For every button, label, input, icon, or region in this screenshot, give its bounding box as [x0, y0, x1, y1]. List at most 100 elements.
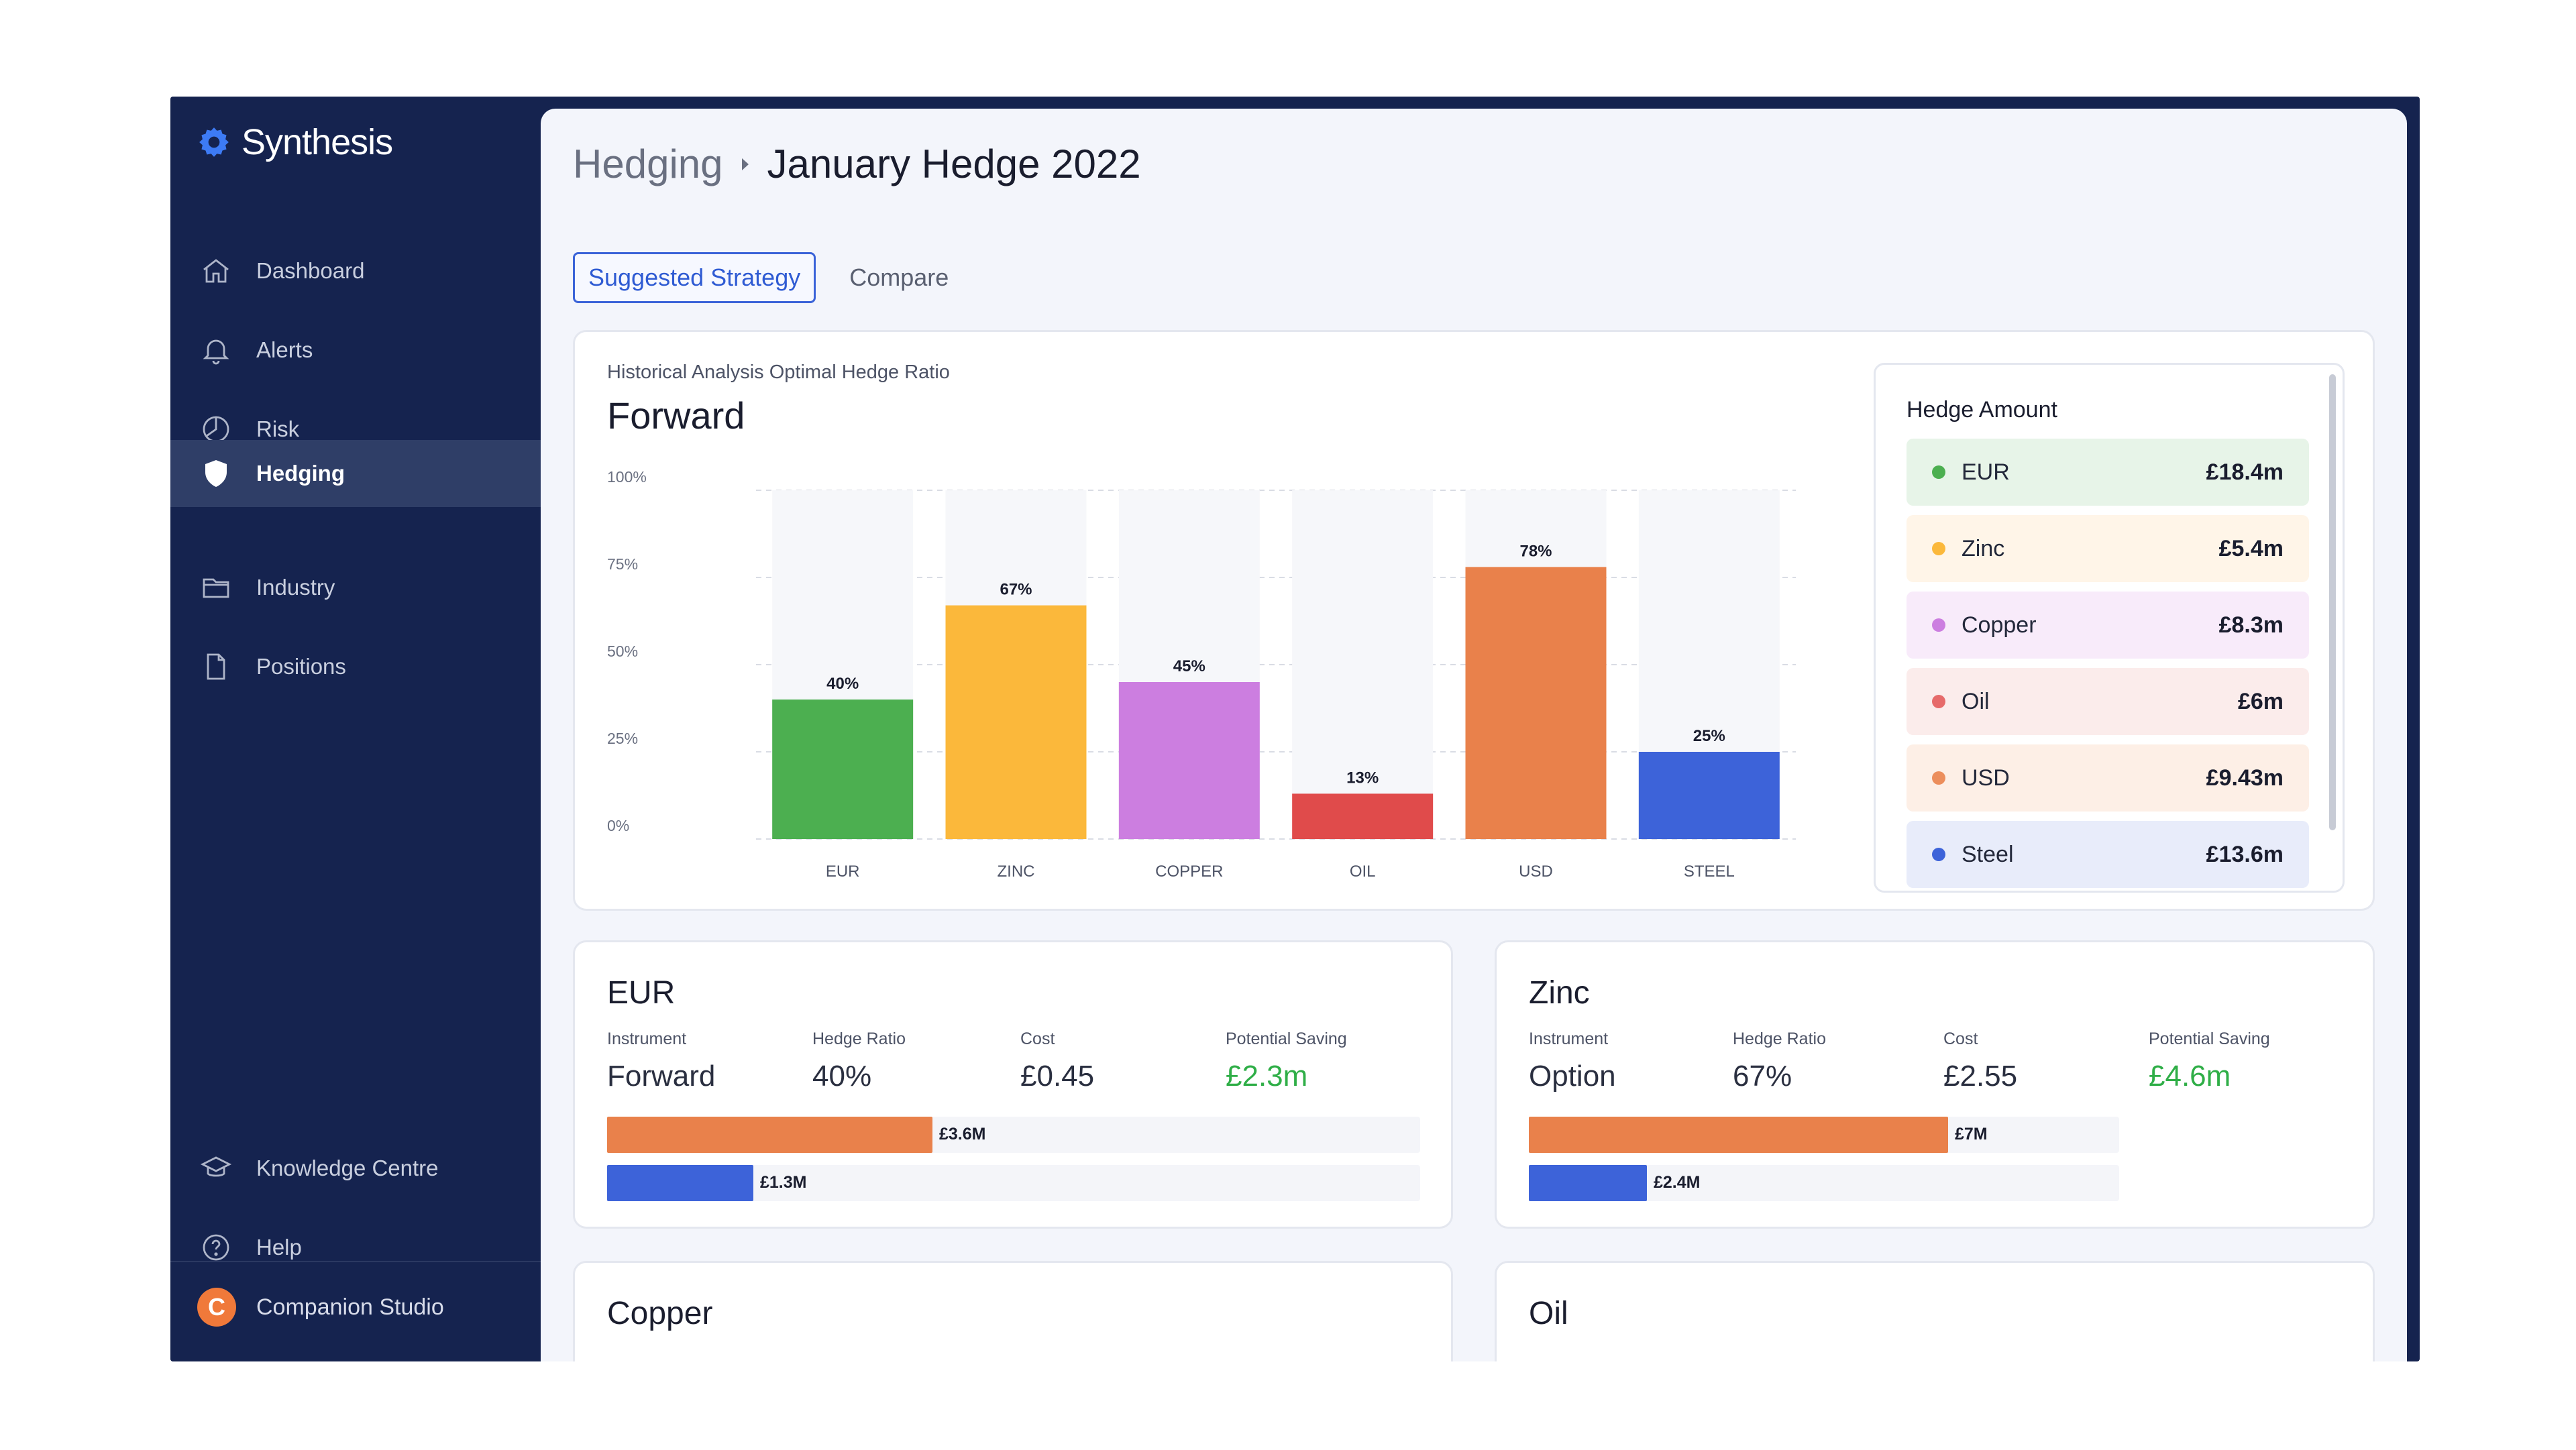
bar-value-label: 13% [1346, 769, 1379, 787]
hedge-row-label: Zinc [1962, 536, 2219, 562]
y-tick-label: 75% [607, 555, 638, 573]
main-panel: Hedging January Hedge 2022 Suggested Str… [541, 109, 2407, 1361]
x-tick-label: OIL [1350, 862, 1376, 881]
bar-usd [1466, 567, 1607, 839]
breadcrumb-parent[interactable]: Hedging [573, 141, 723, 187]
hedge-ratio-value: 40% [812, 1060, 906, 1093]
blue-amount-bar [1529, 1165, 1647, 1201]
hedge-row-zinc[interactable]: Zinc £5.4m [1907, 515, 2309, 582]
legend-dot [1932, 542, 1945, 555]
cost-field: Cost £2.55 [1943, 1029, 2017, 1093]
sidebar-item-positions[interactable]: Positions [170, 633, 541, 700]
y-tick-label: 50% [607, 643, 638, 660]
sidebar-item-dashboard[interactable]: Dashboard [170, 237, 541, 304]
cost-field: Cost £0.45 [1020, 1029, 1094, 1093]
bar-value-label: 45% [1173, 657, 1205, 675]
instrument-field: Instrument Option [1529, 1029, 1616, 1093]
bar-value-label: 67% [1000, 581, 1032, 599]
sidebar-item-label: Industry [256, 575, 335, 600]
detail-title: Copper [607, 1295, 712, 1332]
sidebar: Synthesis Dashboard Alerts Risk Hedging … [170, 97, 541, 1361]
sidebar-item-hedging[interactable]: Hedging [170, 440, 541, 507]
document-icon [200, 651, 232, 683]
legend-dot [1932, 771, 1945, 785]
hedge-ratio-field: Hedge Ratio 67% [1733, 1029, 1826, 1093]
x-tick-label: STEEL [1684, 862, 1735, 881]
tab-suggested-strategy[interactable]: Suggested Strategy [573, 252, 816, 303]
hedge-ratio-bar-chart: 0%25%50%75%100%40%EUR67%ZINC45%COPPER13%… [575, 332, 1836, 913]
breadcrumb: Hedging January Hedge 2022 [573, 141, 1141, 187]
hedge-row-label: Steel [1962, 842, 2206, 868]
logo-gear-icon [197, 125, 231, 159]
sidebar-item-label: Dashboard [256, 258, 364, 284]
bar-zinc [946, 606, 1087, 839]
sidebar-item-industry[interactable]: Industry [170, 554, 541, 621]
page-title: January Hedge 2022 [767, 141, 1141, 187]
blue-amount-label: £1.3M [760, 1173, 806, 1192]
detail-card-eur[interactable]: EUR Instrument Forward Hedge Ratio 40% C… [573, 940, 1453, 1229]
hedge-row-amount: £13.6m [2206, 842, 2284, 868]
orange-amount-bar [1529, 1117, 1948, 1153]
sidebar-item-alerts[interactable]: Alerts [170, 317, 541, 384]
instrument-label: Instrument [1529, 1029, 1616, 1049]
detail-card-zinc[interactable]: Zinc Instrument Option Hedge Ratio 67% C… [1495, 940, 2375, 1229]
cost-value: £0.45 [1020, 1060, 1094, 1093]
detail-title: Zinc [1529, 974, 1590, 1011]
detail-card-copper[interactable]: Copper [573, 1261, 1453, 1361]
hedge-ratio-label: Hedge Ratio [812, 1029, 906, 1049]
companion-studio-link[interactable]: C Companion Studio [197, 1288, 444, 1327]
instrument-value: Forward [607, 1060, 715, 1093]
tab-bar: Suggested Strategy Compare [573, 252, 962, 303]
hedge-row-steel[interactable]: Steel £13.6m [1907, 821, 2309, 888]
sidebar-item-label: Risk [256, 416, 299, 442]
help-circle-icon [200, 1231, 232, 1264]
hedge-row-amount: £5.4m [2219, 536, 2284, 562]
sidebar-item-label: Positions [256, 654, 346, 679]
bar-steel [1639, 752, 1780, 839]
tab-compare[interactable]: Compare [836, 254, 962, 301]
potential-saving-field: Potential Saving £4.6m [2149, 1029, 2270, 1093]
potential-saving-field: Potential Saving £2.3m [1226, 1029, 1347, 1093]
instrument-field: Instrument Forward [607, 1029, 715, 1093]
app-logo[interactable]: Synthesis [197, 115, 392, 169]
graduation-cap-icon [200, 1152, 232, 1184]
legend-dot [1932, 618, 1945, 632]
potential-saving-value: £4.6m [2149, 1060, 2270, 1093]
app-window: Synthesis Dashboard Alerts Risk Hedging … [170, 97, 2420, 1361]
y-tick-label: 100% [607, 468, 647, 486]
hedge-row-label: EUR [1962, 459, 2206, 486]
potential-saving-label: Potential Saving [2149, 1029, 2270, 1049]
potential-saving-value: £2.3m [1226, 1060, 1347, 1093]
hedge-row-oil[interactable]: Oil £6m [1907, 668, 2309, 735]
hedge-ratio-label: Hedge Ratio [1733, 1029, 1826, 1049]
potential-saving-label: Potential Saving [1226, 1029, 1347, 1049]
blue-amount-bar [607, 1165, 753, 1201]
detail-title: Oil [1529, 1295, 1568, 1332]
sidebar-item-help[interactable]: Help [170, 1214, 541, 1281]
detail-card-oil[interactable]: Oil [1495, 1261, 2375, 1361]
orange-amount-label: £3.6M [939, 1125, 985, 1144]
bar-value-label: 40% [826, 675, 859, 693]
shield-icon [200, 457, 232, 490]
x-tick-label: ZINC [998, 862, 1035, 881]
hedge-row-eur[interactable]: EUR £18.4m [1907, 439, 2309, 506]
x-tick-label: USD [1519, 862, 1553, 881]
sidebar-item-knowledge-centre[interactable]: Knowledge Centre [170, 1135, 541, 1202]
bar-copper [1119, 682, 1260, 839]
bar-eur [772, 700, 913, 839]
breadcrumb-separator-icon [742, 158, 749, 170]
legend-dot [1932, 465, 1945, 479]
hedge-row-amount: £6m [2238, 689, 2284, 715]
sidebar-divider [170, 1261, 541, 1262]
hedge-row-label: Copper [1962, 612, 2219, 638]
sidebar-item-label: Hedging [256, 461, 345, 486]
x-tick-label: COPPER [1155, 862, 1223, 881]
hedge-row-copper[interactable]: Copper £8.3m [1907, 592, 2309, 659]
hedge-row-usd[interactable]: USD £9.43m [1907, 744, 2309, 812]
scrollbar[interactable] [2329, 374, 2336, 830]
home-icon [200, 255, 232, 287]
companion-label: Companion Studio [256, 1294, 444, 1321]
bar-value-label: 25% [1693, 727, 1725, 745]
hedge-ratio-field: Hedge Ratio 40% [812, 1029, 906, 1093]
legend-dot [1932, 695, 1945, 708]
